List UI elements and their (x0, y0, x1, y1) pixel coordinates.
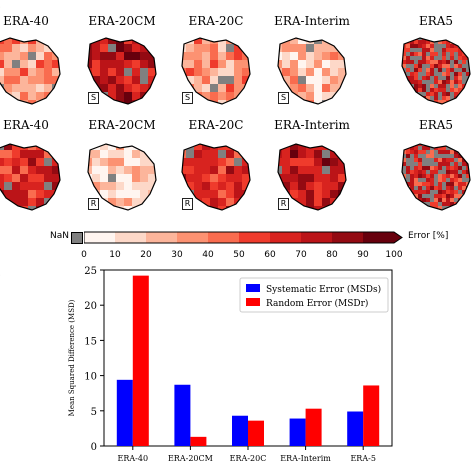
map-row2-1 (87, 143, 157, 211)
x-tick-label-0: ERA-40 (118, 454, 149, 463)
colorbar-tick-6: 60 (264, 250, 276, 260)
colorbar-tick-7: 70 (295, 250, 307, 260)
bar-systematic-4 (347, 411, 364, 446)
map-title-row1-0: ERA-40 (3, 14, 49, 28)
bar-random-0 (132, 275, 149, 446)
legend-swatch-1 (246, 298, 260, 306)
colorbar-label: Error [%] (408, 231, 449, 241)
colorbar-segment-0 (84, 232, 115, 243)
bar-systematic-1 (174, 384, 191, 446)
y-tick-label-1: 5 (91, 407, 97, 418)
panel-b-label: ) (0, 268, 1, 283)
map-title-row1-4: ERA5 (418, 14, 454, 28)
bar-random-1 (190, 436, 207, 446)
msd-bar-chart: 0 5 10 15 20 25 Mean Squared Difference (MSD) E… (68, 266, 393, 463)
colorbar-segment-9 (363, 232, 394, 243)
legend-label-0: Systematic Error (MSDs) (266, 284, 381, 295)
y-tick-label-4: 20 (84, 301, 97, 312)
y-tick-label-5: 25 (84, 266, 97, 277)
map-badge-row2-3: R (278, 198, 289, 210)
colorbar-tick-8: 80 (326, 250, 338, 260)
legend-label-1: Random Error (MSDr) (266, 298, 368, 309)
map-row1-2 (181, 37, 251, 105)
bar-systematic-3 (289, 418, 306, 446)
map-title-row1-1: ERA-20CM (88, 14, 156, 28)
colorbar-tick-1: 10 (109, 250, 121, 260)
legend-swatch-0 (246, 284, 260, 292)
map-row2-4 (401, 143, 471, 211)
x-tick-label-3: ERA-Interim (280, 454, 331, 463)
map-row1-3 (277, 37, 347, 105)
colorbar-segment-4 (208, 232, 239, 243)
map-row2-2 (181, 143, 251, 211)
map-row1-1 (87, 37, 157, 105)
colorbar-outline (84, 231, 403, 244)
map-row1-0 (0, 37, 61, 105)
x-tick-label-4: ERA-5 (350, 454, 375, 463)
bar-random-2 (248, 420, 264, 446)
colorbar-tick-2: 20 (140, 250, 152, 260)
bar-systematic-2 (232, 415, 248, 446)
colorbar-tick-0: 0 (81, 250, 87, 260)
map-title-row1-3: ERA-Interim (274, 14, 350, 28)
map-badge-row1-2: S (182, 92, 193, 104)
x-tick-label-2: ERA-20C (230, 454, 267, 463)
x-tick-label-1: ERA-20CM (168, 454, 213, 463)
colorbar-segment-8 (332, 232, 363, 243)
y-tick-label-3: 15 (84, 336, 97, 347)
map-title-row2-3: ERA-Interim (274, 118, 350, 132)
map-title-row2-2: ERA-20C (188, 118, 244, 132)
bar-systematic-0 (116, 379, 133, 446)
bar-random-3 (305, 408, 322, 446)
colorbar-tick-3: 30 (171, 250, 183, 260)
colorbar-segment-7 (301, 232, 332, 243)
colorbar-segment-1 (115, 232, 146, 243)
colorbar-segment-3 (177, 232, 208, 243)
map-row2-0 (0, 143, 61, 211)
map-title-row2-0: ERA-40 (3, 118, 49, 132)
colorbar-tick-4: 40 (202, 250, 214, 260)
colorbar-tick-9: 90 (357, 250, 369, 260)
bar-random-4 (363, 385, 380, 446)
map-badge-row1-1: S (88, 92, 99, 104)
map-title-row2-4: ERA5 (418, 118, 454, 132)
map-row2-3 (277, 143, 347, 211)
colorbar-tick-10: 100 (385, 250, 403, 260)
legend-box (239, 277, 389, 313)
nan-swatch (71, 232, 83, 244)
nan-label: NaN (50, 231, 69, 241)
map-title-row2-1: ERA-20CM (88, 118, 156, 132)
map-row1-4 (401, 37, 471, 105)
y-axis-label: Mean Squared Difference (MSD) (68, 299, 76, 416)
y-tick-label-0: 0 (91, 442, 97, 453)
colorbar-segment-5 (239, 232, 270, 243)
map-badge-row1-3: S (278, 92, 289, 104)
map-badge-row2-1: R (88, 198, 99, 210)
colorbar-arrow (394, 232, 402, 243)
map-badge-row2-2: R (182, 198, 193, 210)
colorbar-tick-5: 50 (233, 250, 245, 260)
colorbar-segment-6 (270, 232, 301, 243)
colorbar (84, 231, 403, 244)
panel-a-label: ) (0, 0, 1, 15)
map-title-row1-2: ERA-20C (188, 14, 244, 28)
colorbar-segment-2 (146, 232, 177, 243)
y-tick-label-2: 10 (84, 372, 97, 383)
